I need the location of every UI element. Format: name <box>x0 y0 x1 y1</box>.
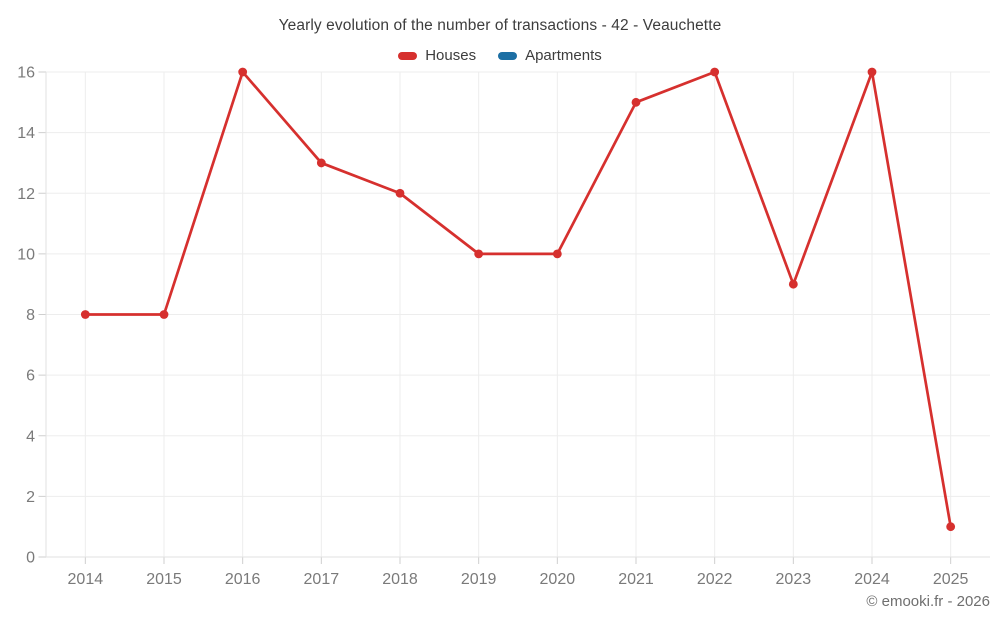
x-axis-label: 2014 <box>68 571 104 588</box>
legend-item-apartments[interactable]: Apartments <box>498 47 602 64</box>
legend-label-apartments: Apartments <box>525 47 602 64</box>
x-axis-label: 2017 <box>304 571 340 588</box>
data-point-houses-2022[interactable] <box>710 67 720 77</box>
data-point-houses-2015[interactable] <box>159 310 169 319</box>
y-axis-label: 8 <box>26 307 35 324</box>
y-axis-label: 4 <box>26 428 35 445</box>
data-point-houses-2021[interactable] <box>631 97 641 107</box>
data-point-houses-2019[interactable] <box>474 249 484 259</box>
data-point-houses-2014[interactable] <box>80 310 90 319</box>
houses-legend-swatch-icon <box>398 51 418 60</box>
y-axis-label: 10 <box>17 246 35 263</box>
data-point-houses-2016[interactable] <box>238 67 248 77</box>
series-line-houses <box>83 70 953 529</box>
chart-title: Yearly evolution of the number of transa… <box>278 17 722 34</box>
watermark: © emooki.fr - 2026 <box>866 593 990 610</box>
apartments-legend-swatch-icon <box>498 51 518 60</box>
x-axis-label: 2018 <box>382 571 418 588</box>
data-point-houses-2018[interactable] <box>395 188 405 198</box>
data-point-houses-2020[interactable] <box>552 249 562 259</box>
x-axis-label: 2022 <box>697 571 733 588</box>
data-point-houses-2023[interactable] <box>788 279 798 289</box>
data-point-houses-2024[interactable] <box>867 67 877 77</box>
x-axis-label: 2025 <box>933 571 969 588</box>
data-point-houses-2017[interactable] <box>316 158 326 168</box>
y-axis-label: 0 <box>26 550 35 567</box>
x-axis-label: 2024 <box>854 571 890 588</box>
chart-legend: Houses Apartments <box>0 47 1000 64</box>
x-axis-label: 2021 <box>618 571 654 588</box>
x-axis-label: 2019 <box>461 571 497 588</box>
x-axis-label: 2015 <box>146 571 182 588</box>
legend-item-houses[interactable]: Houses <box>398 47 476 64</box>
legend-label-houses: Houses <box>425 47 477 64</box>
y-axis-label: 12 <box>17 186 35 203</box>
y-axis-label: 2 <box>26 489 35 506</box>
y-axis-label: 16 <box>17 65 35 82</box>
x-axis-label: 2016 <box>225 571 261 588</box>
data-point-houses-2025[interactable] <box>946 522 956 532</box>
x-axis-label: 2023 <box>776 571 812 588</box>
y-axis-label: 14 <box>17 125 35 142</box>
x-axis-label: 2020 <box>540 571 576 588</box>
y-axis-label: 6 <box>26 368 35 385</box>
